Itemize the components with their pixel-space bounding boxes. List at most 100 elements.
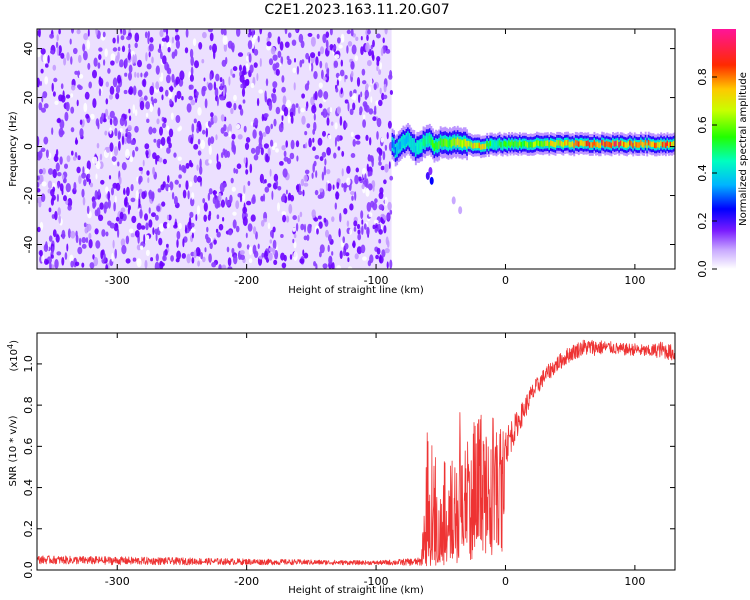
signal-band-cell [562, 142, 565, 148]
noise-speck [87, 173, 91, 179]
signal-band-cell [641, 141, 644, 148]
signal-band-cell [607, 141, 610, 148]
noise-speck [389, 259, 393, 269]
signal-band-cell [391, 140, 394, 148]
noise-speck [56, 46, 60, 56]
signal-band-cell [543, 140, 546, 147]
signal-band-cell [655, 142, 658, 149]
noise-speck [38, 168, 43, 175]
noise-speck [81, 262, 85, 268]
noise-speck [199, 165, 203, 175]
colorbar-ticks: 0.0 0.2 0.4 0.6 0.8 [696, 68, 717, 278]
noise-speck [154, 261, 160, 269]
noise-speck [386, 213, 391, 221]
noise-speck [323, 165, 327, 176]
noise-speck [79, 128, 84, 138]
noise-speck [322, 76, 327, 81]
noise-speck [70, 230, 76, 239]
signal-band-cell [522, 141, 524, 147]
signal-band-cell [418, 143, 420, 152]
noise-speck [50, 189, 55, 197]
signal-band-cell [526, 142, 529, 148]
noise-speck [58, 127, 64, 138]
noise-speck [260, 147, 264, 156]
noise-speck [48, 207, 52, 213]
noise-speck [208, 121, 212, 128]
noise-speck [275, 148, 279, 153]
noise-speck [145, 249, 150, 257]
noise-speck [185, 224, 187, 234]
noise-speck [119, 128, 123, 133]
noise-speck [169, 85, 174, 93]
noise-speck [313, 261, 317, 267]
signal-band-cell [514, 140, 517, 147]
noise-speck [135, 146, 139, 152]
noise-speck [128, 71, 132, 81]
noise-speck [74, 261, 80, 267]
noise-speck [299, 258, 305, 264]
noise-speck [306, 234, 310, 241]
noise-speck [317, 137, 323, 146]
noise-speck [222, 87, 226, 97]
noise-speck [378, 192, 384, 200]
noise-speck [295, 140, 300, 148]
noise-speck [349, 108, 354, 116]
noise-speck [280, 56, 284, 65]
noise-speck [93, 57, 98, 67]
noise-speck [245, 232, 248, 239]
noise-speck [270, 139, 274, 147]
noise-speck [164, 249, 168, 256]
noise-speck [342, 249, 346, 256]
noise-speck [171, 192, 175, 200]
signal-band-cell [615, 140, 618, 147]
noise-speck [353, 220, 358, 227]
signal-band-cell [408, 136, 411, 145]
noise-speck [242, 99, 246, 104]
noise-speck [231, 133, 236, 140]
signal-band-cell [411, 141, 414, 149]
noise-speck [198, 123, 202, 132]
noise-speck [366, 226, 370, 236]
signal-band-cell [492, 142, 495, 148]
noise-speck [347, 101, 350, 112]
noise-speck [127, 206, 130, 215]
noise-speck [120, 238, 126, 247]
snr-frame [36, 332, 676, 571]
noise-speck [233, 254, 238, 265]
noise-speck [82, 196, 86, 206]
noise-speck [362, 256, 367, 261]
noise-speck [37, 175, 40, 181]
noise-speck [230, 68, 233, 77]
noise-speck [283, 156, 289, 162]
noise-speck [353, 92, 357, 101]
noise-speck [195, 214, 198, 221]
noise-speck [267, 183, 272, 188]
noise-speck [380, 137, 384, 143]
signal-band-cell [568, 141, 571, 148]
noise-speck [144, 259, 148, 269]
noise-speck [78, 54, 82, 64]
noise-speck [149, 85, 154, 96]
noise-speck [273, 142, 278, 148]
noise-speck [115, 55, 119, 64]
noise-speck [327, 134, 332, 140]
noise-speck [117, 132, 121, 140]
noise-speck [263, 113, 269, 118]
noise-speck [280, 252, 285, 261]
snr-series-line [37, 339, 675, 567]
noise-speck [126, 186, 130, 197]
noise-speck [83, 179, 87, 187]
signal-band-cell [654, 142, 656, 149]
noise-speck [236, 29, 241, 37]
noise-speck [104, 201, 109, 210]
noise-speck [55, 162, 60, 172]
noise-speck [371, 159, 374, 168]
noise-speck [160, 136, 166, 146]
noise-speck [171, 36, 175, 44]
noise-speck [153, 138, 157, 143]
noise-speck [322, 130, 326, 137]
noise-speck [268, 252, 273, 261]
noise-speck [122, 29, 127, 36]
noise-speck [147, 35, 150, 45]
signal-band-cell [598, 142, 600, 149]
